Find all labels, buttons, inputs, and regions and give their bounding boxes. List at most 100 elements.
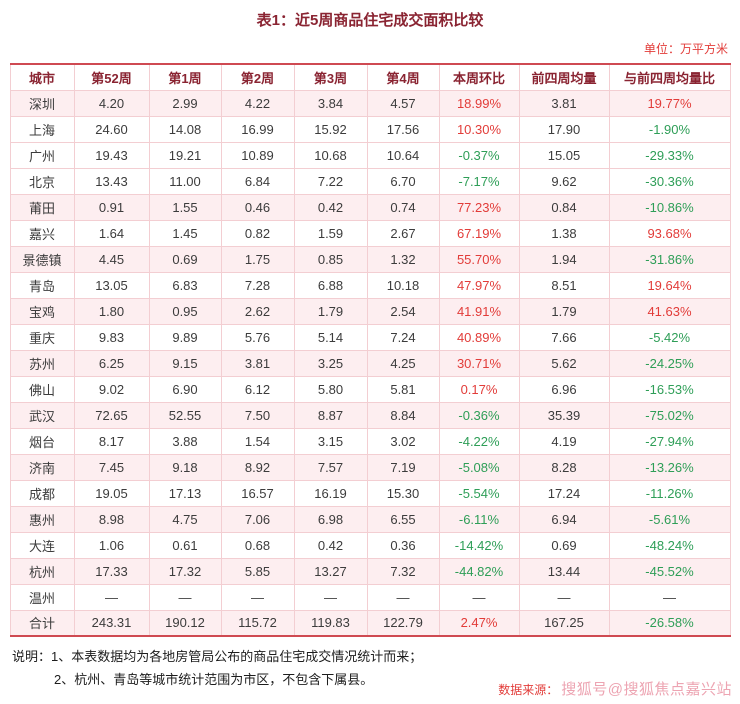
avg4-cell: —	[518, 583, 610, 611]
notes-section: 说明：1、本表数据均为各地房管局公布的商品住宅成交情况统计而来； 2、杭州、青岛…	[12, 646, 728, 692]
column-header-4: 第3周	[293, 63, 368, 91]
week-value-cell: —	[293, 583, 368, 611]
vs-avg4-cell: -5.42%	[608, 323, 731, 351]
week-value-cell: 0.46	[220, 193, 295, 221]
city-cell: 成都	[9, 479, 75, 507]
week-value-cell: 0.42	[293, 531, 368, 559]
week-value-cell: 122.79	[366, 609, 440, 637]
week-value-cell: 10.18	[366, 271, 440, 299]
wow-cell: 2.47%	[438, 609, 520, 637]
vs-avg4-cell: 19.64%	[608, 271, 731, 299]
city-cell: 济南	[9, 453, 75, 481]
week-value-cell: 4.75	[148, 505, 222, 533]
week-value-cell: 6.25	[73, 349, 150, 377]
wow-cell: 47.97%	[438, 271, 520, 299]
vs-avg4-cell: -75.02%	[608, 401, 731, 429]
vs-avg4-cell: —	[608, 583, 731, 611]
data-source-label: 数据来源：	[498, 683, 559, 697]
week-value-cell: 10.68	[293, 141, 368, 169]
week-value-cell: 4.25	[366, 349, 440, 377]
week-value-cell: 19.43	[73, 141, 150, 169]
week-value-cell: 115.72	[220, 609, 295, 637]
table-header-row: 城市 第52周 第1周 第2周 第3周 第4周 本周环比 前四周均量 与前四周均量比	[9, 63, 731, 91]
week-value-cell: 1.55	[148, 193, 222, 221]
week-value-cell: 7.24	[366, 323, 440, 351]
week-value-cell: 6.84	[220, 167, 295, 195]
wow-cell: -0.36%	[438, 401, 520, 429]
week-value-cell: 0.95	[148, 297, 222, 325]
week-value-cell: 0.85	[293, 245, 368, 273]
wow-cell: —	[438, 583, 520, 611]
city-cell: 大连	[9, 531, 75, 559]
table-body: 深圳 4.20 2.99 4.22 3.84 4.57 18.99% 3.81 19.77% 上海…	[9, 89, 731, 637]
column-header-1: 第52周	[73, 63, 150, 91]
city-cell: 苏州	[9, 349, 75, 377]
avg4-cell: 13.44	[518, 557, 610, 585]
note-line-2: 2、杭州、青岛等城市统计范围为市区，不包含下属县。	[54, 671, 374, 687]
vs-avg4-cell: -30.36%	[608, 167, 731, 195]
city-cell: 青岛	[9, 271, 75, 299]
column-header-5: 第4周	[366, 63, 440, 91]
vs-avg4-cell: -16.53%	[608, 375, 731, 403]
vs-avg4-cell: -31.86%	[608, 245, 731, 273]
table-row: 景德镇 4.45 0.69 1.75 0.85 1.32 55.70% 1.94 -31.86%	[9, 245, 731, 273]
week-value-cell: 3.15	[293, 427, 368, 455]
week-value-cell: 16.99	[220, 115, 295, 143]
table-row: 佛山 9.02 6.90 6.12 5.80 5.81 0.17% 6.96 -16.53%	[9, 375, 731, 403]
vs-avg4-cell: 19.77%	[608, 89, 731, 117]
city-cell: 景德镇	[9, 245, 75, 273]
notes-label: 说明：	[12, 649, 52, 664]
week-value-cell: 3.25	[293, 349, 368, 377]
week-value-cell: 2.67	[366, 219, 440, 247]
avg4-cell: 1.79	[518, 297, 610, 325]
week-value-cell: 9.15	[148, 349, 222, 377]
vs-avg4-cell: -13.26%	[608, 453, 731, 481]
week-value-cell: 9.18	[148, 453, 222, 481]
week-value-cell: 15.30	[366, 479, 440, 507]
week-value-cell: 17.33	[73, 557, 150, 585]
vs-avg4-cell: -11.26%	[608, 479, 731, 507]
vs-avg4-cell: 41.63%	[608, 297, 731, 325]
week-value-cell: 0.74	[366, 193, 440, 221]
wow-cell: -4.22%	[438, 427, 520, 455]
avg4-cell: 8.51	[518, 271, 610, 299]
week-value-cell: 4.45	[73, 245, 150, 273]
week-value-cell: 8.17	[73, 427, 150, 455]
week-value-cell: 4.57	[366, 89, 440, 117]
column-header-7: 前四周均量	[518, 63, 610, 91]
avg4-cell: 6.94	[518, 505, 610, 533]
week-value-cell: 8.98	[73, 505, 150, 533]
wow-cell: -44.82%	[438, 557, 520, 585]
vs-avg4-cell: 93.68%	[608, 219, 731, 247]
wow-cell: 41.91%	[438, 297, 520, 325]
page-title: 表1：近5周商品住宅成交面积比较	[256, 12, 484, 29]
vs-avg4-cell: -48.24%	[608, 531, 731, 559]
avg4-cell: 0.69	[518, 531, 610, 559]
avg4-cell: 4.19	[518, 427, 610, 455]
week-value-cell: 0.61	[148, 531, 222, 559]
week-value-cell: 13.05	[73, 271, 150, 299]
avg4-cell: 15.05	[518, 141, 610, 169]
week-value-cell: 8.92	[220, 453, 295, 481]
week-value-cell: 5.76	[220, 323, 295, 351]
avg4-cell: 9.62	[518, 167, 610, 195]
week-value-cell: 19.21	[148, 141, 222, 169]
table-row: 大连 1.06 0.61 0.68 0.42 0.36 -14.42% 0.69 -48.24%	[9, 531, 731, 559]
avg4-cell: 3.81	[518, 89, 610, 117]
city-cell: 烟台	[9, 427, 75, 455]
week-value-cell: —	[220, 583, 295, 611]
wow-cell: 0.17%	[438, 375, 520, 403]
city-cell: 惠州	[9, 505, 75, 533]
week-value-cell: 5.14	[293, 323, 368, 351]
week-value-cell: 3.84	[293, 89, 368, 117]
vs-avg4-cell: -26.58%	[608, 609, 731, 637]
wow-cell: 30.71%	[438, 349, 520, 377]
wow-cell: -0.37%	[438, 141, 520, 169]
column-header-3: 第2周	[220, 63, 295, 91]
wow-cell: 77.23%	[438, 193, 520, 221]
city-cell: 嘉兴	[9, 219, 75, 247]
column-header-8: 与前四周均量比	[608, 63, 731, 91]
wow-cell: -14.42%	[438, 531, 520, 559]
week-value-cell: 6.55	[366, 505, 440, 533]
avg4-cell: 7.66	[518, 323, 610, 351]
